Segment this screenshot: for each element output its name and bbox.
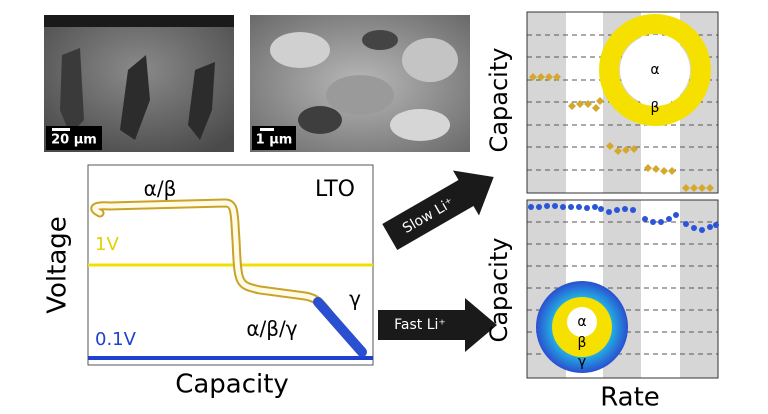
phase-label: α/β [144, 177, 177, 201]
voltage-plot: α/β LTO 1V γ α/β/γ 0.1V Voltage Capacity [43, 164, 374, 400]
scale-label: 20 µm [51, 133, 97, 148]
axis-label: Capacity [485, 238, 513, 343]
axis-label: Voltage [43, 216, 73, 314]
rate-plot-top: α β Capacity [485, 11, 719, 194]
arrow-label: Fast Li⁺ [394, 317, 446, 333]
axis-label: Capacity [485, 48, 513, 153]
ring-label: γ [578, 354, 586, 370]
arrow-fast: Fast Li⁺ [378, 298, 497, 352]
line-label: 0.1V [95, 329, 137, 350]
axis-label: Rate [600, 383, 660, 413]
ring-label: β [651, 100, 660, 116]
ring-label: α [577, 314, 586, 330]
rate-plot-bottom: α β γ Capacity Rate [485, 199, 719, 413]
material-label: LTO [315, 177, 355, 202]
sem-image-right: 1 µm [250, 15, 470, 152]
ring-label: β [578, 335, 587, 351]
sem-image-left: 20 µm [44, 15, 234, 152]
scale-label: 1 µm [256, 133, 293, 148]
ring-label: α [650, 62, 659, 78]
phase-label: γ [349, 287, 361, 311]
phase-label: α/β/γ [246, 317, 297, 341]
axis-label: Capacity [175, 370, 289, 400]
line-label: 1V [95, 234, 119, 255]
